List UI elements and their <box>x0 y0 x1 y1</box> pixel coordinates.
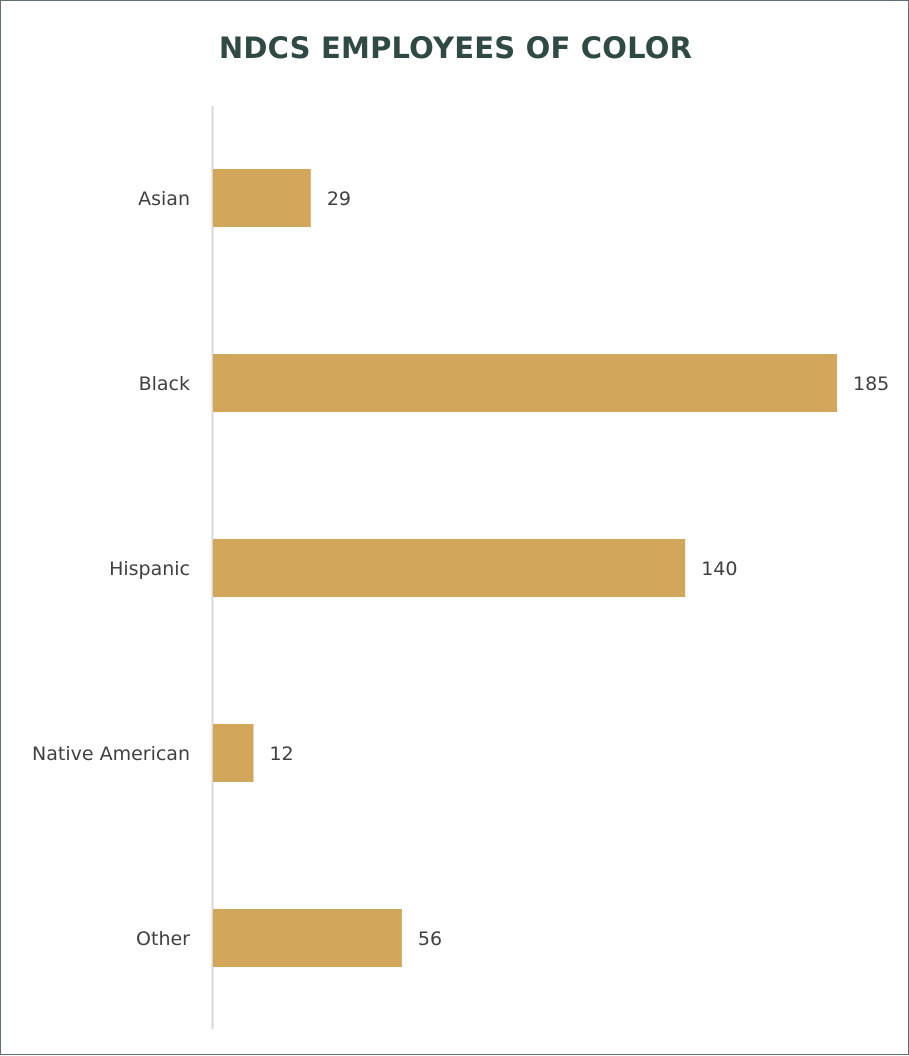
bar-hispanic <box>213 539 686 597</box>
value-label-hispanic: 140 <box>701 558 737 580</box>
value-label-black: 185 <box>853 373 889 395</box>
bars-group <box>213 169 837 967</box>
value-label-other: 56 <box>418 928 442 950</box>
chart-title: NDCS EMPLOYEES OF COLOR <box>218 31 693 65</box>
bar-other <box>213 909 402 967</box>
value-label-asian: 29 <box>327 188 351 210</box>
category-label-hispanic: Hispanic <box>109 558 190 580</box>
category-labels-group: Asian Black Hispanic Native American Other <box>32 188 190 950</box>
value-labels-group: 29 185 140 12 56 <box>269 188 889 950</box>
category-label-other: Other <box>136 928 190 950</box>
bar-asian <box>213 169 311 227</box>
bar-black <box>213 354 837 412</box>
value-label-native-american: 12 <box>269 743 293 765</box>
bar-native-american <box>213 724 254 782</box>
category-label-asian: Asian <box>138 188 190 210</box>
category-label-black: Black <box>139 373 190 395</box>
category-label-native-american: Native American <box>32 743 190 765</box>
